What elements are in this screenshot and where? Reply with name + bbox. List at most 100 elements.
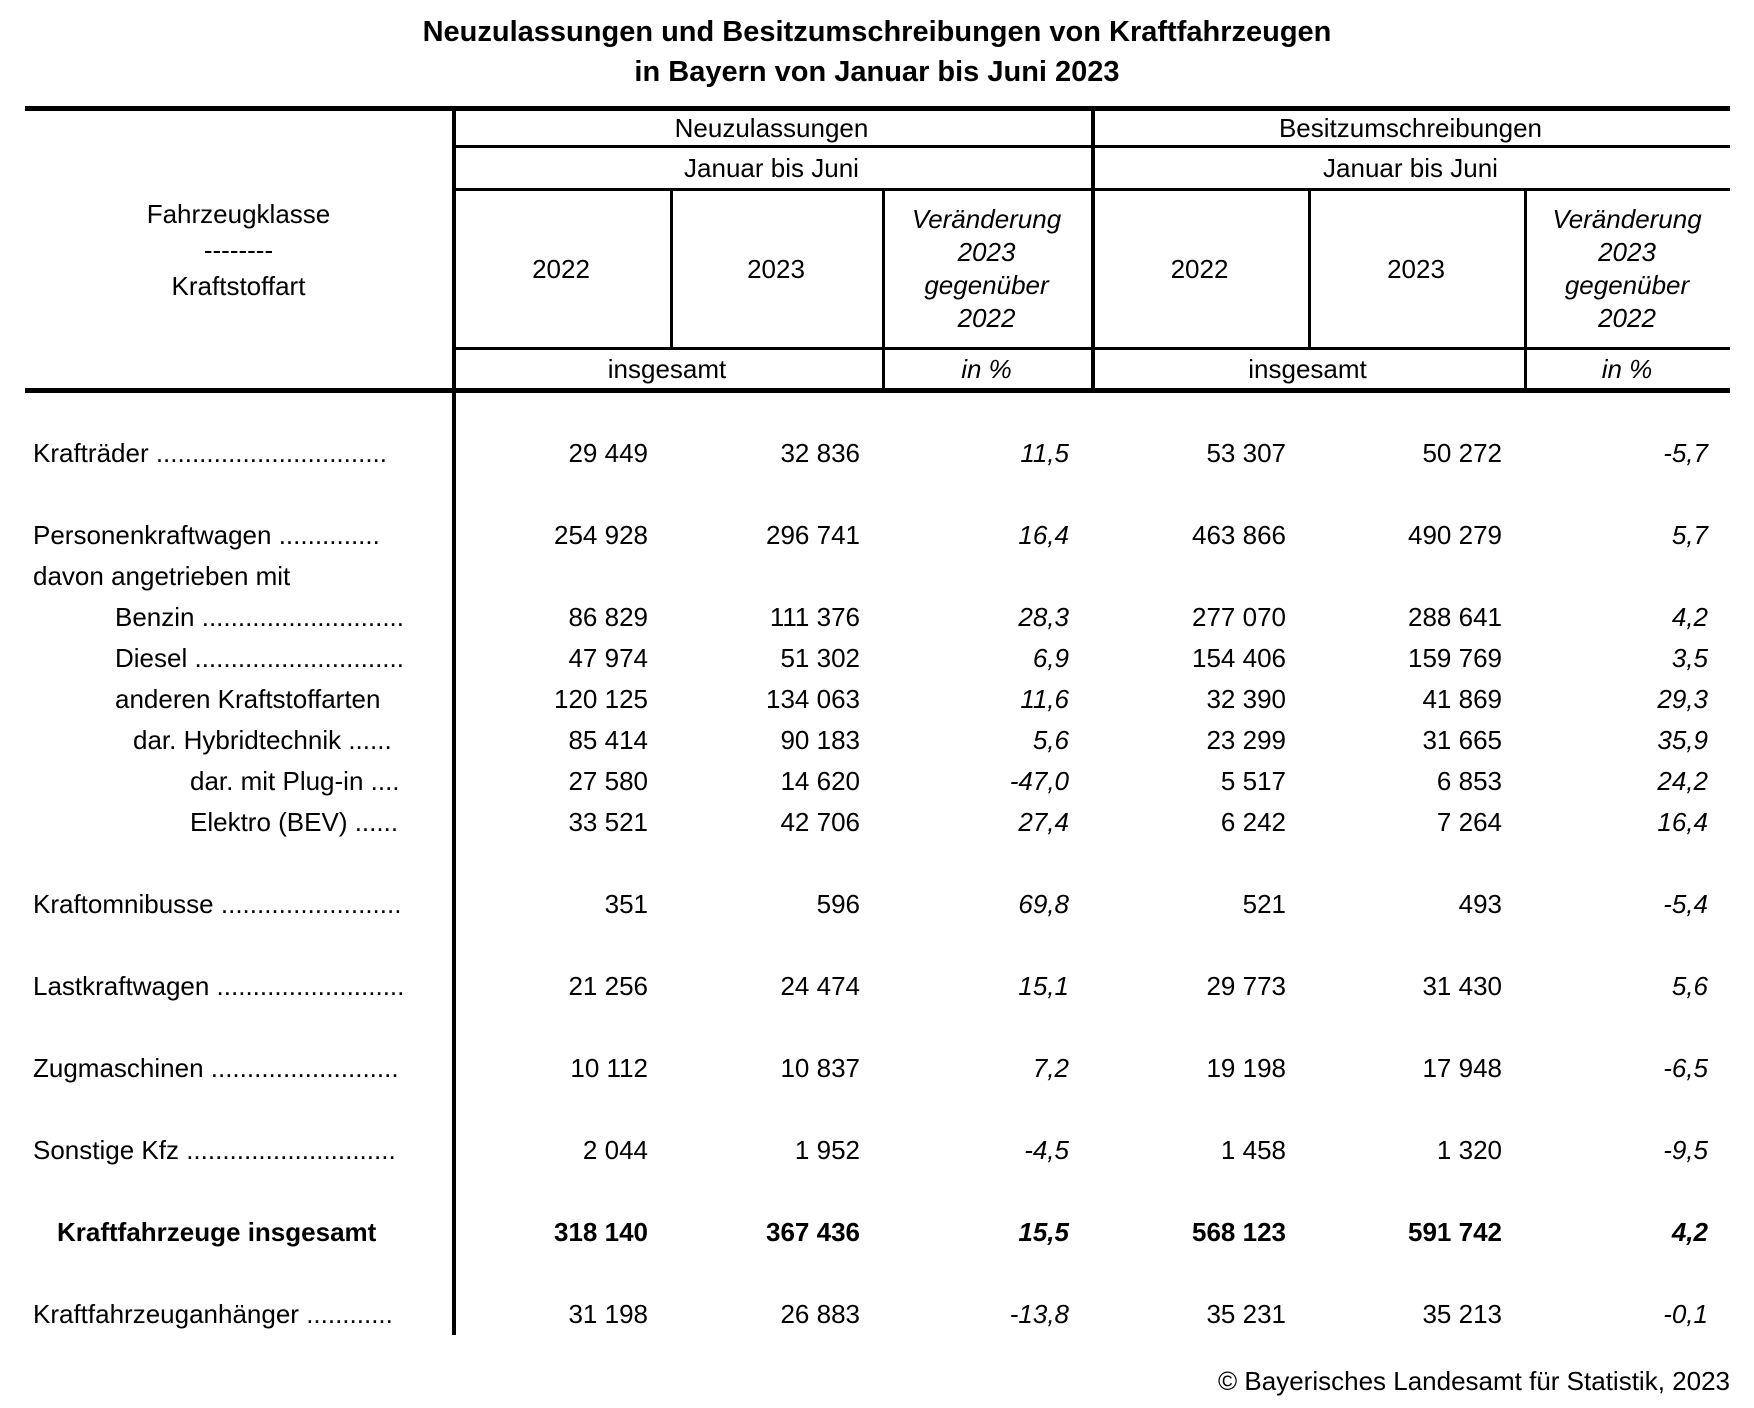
row-label: anderen Kraftstoffarten (115, 684, 381, 714)
cell-value: 11,5 (1020, 438, 1069, 468)
cell-value: 29,3 (1657, 684, 1708, 714)
change-line: gegenüber (1564, 270, 1690, 300)
cell-value: 7,2 (1032, 1053, 1069, 1083)
cell-value: -5,7 (1663, 438, 1708, 468)
header-insgesamt-right: insgesamt (1248, 353, 1367, 384)
row-label: Sonstige Kfz ...........................… (33, 1135, 396, 1165)
cell-value (670, 556, 882, 597)
rule-stub-separator (452, 106, 456, 1335)
row-spacer (25, 925, 1730, 966)
cell-value: 5,6 (1671, 971, 1708, 1001)
cell-value: 51 302 (780, 643, 860, 673)
cell-value: 1 952 (794, 1135, 860, 1165)
table-row: Krafträder .............................… (25, 433, 1730, 474)
cell-value: 16,4 (1657, 807, 1708, 837)
header-besitzumschreibungen: Besitzumschreibungen (1278, 112, 1543, 143)
row-spacer (25, 1171, 1730, 1212)
cell-value: 591 742 (1408, 1217, 1502, 1247)
cell-value: -47,0 (1009, 766, 1069, 796)
cell-value: 490 279 (1408, 520, 1502, 550)
table-row: Diesel ............................. 47 9… (25, 638, 1730, 679)
cell-value: 1 320 (1436, 1135, 1502, 1165)
cell-value: 10 112 (570, 1053, 648, 1083)
rule-header-bottom (25, 388, 1730, 393)
cell-value: 120 125 (554, 684, 648, 714)
header-2023-besitzumschreibungen: 2023 (1387, 253, 1445, 284)
cell-value: 28,3 (1018, 602, 1069, 632)
cell-value: 17 948 (1422, 1053, 1502, 1083)
cell-value: 596 (816, 889, 860, 919)
row-label: Krafträder .............................… (33, 438, 387, 468)
cell-value: 90 183 (780, 725, 860, 755)
cell-value: 4,2 (1671, 602, 1708, 632)
table-row: Elektro (BEV) ...... 33 521 42 706 27,4 6 24… (25, 802, 1730, 843)
table-body: Krafträder .............................… (25, 393, 1730, 1335)
cell-value: 277 070 (1192, 602, 1286, 632)
cell-value: 3,5 (1671, 643, 1708, 673)
row-label: Personenkraftwagen .............. (33, 520, 380, 550)
cell-value: -13,8 (1009, 1299, 1069, 1329)
cell-value: 154 406 (1192, 643, 1286, 673)
cell-value: 5,6 (1032, 725, 1069, 755)
row-label: Kraftomnibusse ......................... (33, 889, 402, 919)
cell-value: 296 741 (766, 520, 860, 550)
change-line: 2023 (1598, 237, 1656, 267)
cell-value: 42 706 (780, 807, 860, 837)
header-2023-neuzulassungen: 2023 (747, 253, 805, 284)
stub-dash-divider: -------- (203, 234, 274, 265)
cell-value: 6,9 (1032, 643, 1069, 673)
change-line: 2022 (957, 303, 1016, 333)
rule-top (25, 106, 1730, 111)
header-period-right: Januar bis Juni (1323, 152, 1498, 183)
table-row: Personenkraftwagen .............. 254 928… (25, 515, 1730, 556)
cell-value: 35 231 (1206, 1299, 1286, 1329)
table-row: Kraftfahrzeuganhänger ............ 31 198… (25, 1294, 1730, 1335)
cell-value: 6 242 (1220, 807, 1286, 837)
cell-value: 26 883 (780, 1299, 860, 1329)
table-row: Zugmaschinen .......................... 1… (25, 1048, 1730, 1089)
header-2022-besitzumschreibungen: 2022 (1170, 253, 1229, 284)
cell-value: 41 869 (1422, 684, 1502, 714)
rule-year-separator-left (670, 188, 673, 347)
cell-value: 6 853 (1436, 766, 1502, 796)
row-spacer (25, 393, 1730, 433)
cell-value: 35 213 (1422, 1299, 1502, 1329)
cell-value: 5,7 (1671, 520, 1708, 550)
table-row: Kraftomnibusse .........................… (25, 884, 1730, 925)
row-label: Benzin ............................ (115, 602, 404, 632)
cell-value: 10 837 (780, 1053, 860, 1083)
header-in-percent-left: in % (961, 353, 1012, 384)
cell-value: -4,5 (1024, 1135, 1069, 1165)
cell-value: 31 198 (568, 1299, 648, 1329)
header-insgesamt-left: insgesamt (607, 353, 727, 384)
cell-value: 159 769 (1408, 643, 1502, 673)
row-spacer (25, 1253, 1730, 1294)
row-label: davon angetrieben mit (33, 561, 291, 591)
cell-value: 24,2 (1657, 766, 1708, 796)
cell-value: 1 458 (1220, 1135, 1286, 1165)
cell-value: -9,5 (1663, 1135, 1708, 1165)
cell-value (882, 556, 1091, 597)
cell-value (452, 556, 670, 597)
rule-change-separator-left (882, 188, 885, 393)
cell-value: 19 198 (1206, 1053, 1286, 1083)
cell-value: 318 140 (554, 1217, 648, 1247)
cell-value: 23 299 (1206, 725, 1286, 755)
cell-value: 32 390 (1206, 684, 1286, 714)
table-row-total: Kraftfahrzeuge insgesamt 318 140 367 436 15… (25, 1212, 1730, 1253)
cell-value: 27 580 (568, 766, 648, 796)
cell-value: 15,1 (1018, 971, 1069, 1001)
row-spacer (25, 1089, 1730, 1130)
cell-value: -6,5 (1663, 1053, 1708, 1083)
header-in-percent-right: in % (1601, 353, 1653, 384)
cell-value: 31 665 (1422, 725, 1502, 755)
row-label: dar. Hybridtechnik ...... (133, 725, 392, 755)
cell-value: 5 517 (1220, 766, 1286, 796)
cell-value: 15,5 (1018, 1217, 1069, 1247)
row-label: Kraftfahrzeuge insgesamt (57, 1217, 377, 1247)
cell-value: 16,4 (1018, 520, 1069, 550)
cell-value: 11,6 (1020, 684, 1069, 714)
cell-value: 24 474 (780, 971, 860, 1001)
cell-value: 568 123 (1192, 1217, 1286, 1247)
cell-value: 7 264 (1436, 807, 1502, 837)
